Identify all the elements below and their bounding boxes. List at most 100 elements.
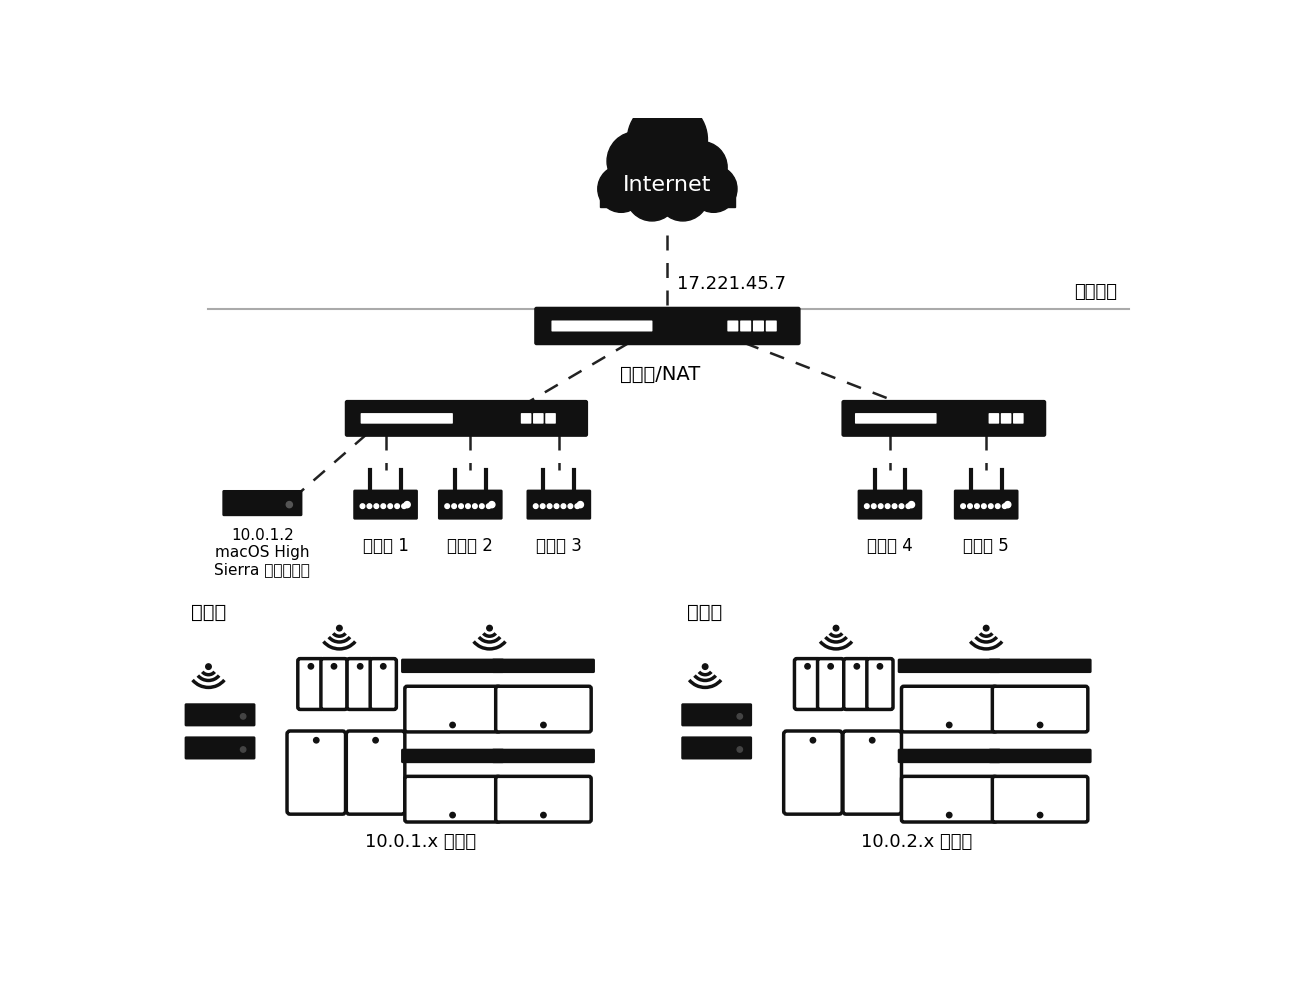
Circle shape bbox=[450, 722, 455, 728]
Circle shape bbox=[241, 713, 246, 719]
Circle shape bbox=[878, 504, 883, 509]
FancyBboxPatch shape bbox=[753, 321, 764, 332]
FancyBboxPatch shape bbox=[223, 490, 302, 517]
Circle shape bbox=[981, 504, 986, 509]
Circle shape bbox=[675, 142, 727, 193]
FancyBboxPatch shape bbox=[599, 180, 735, 208]
Circle shape bbox=[885, 504, 890, 509]
FancyBboxPatch shape bbox=[405, 776, 500, 822]
FancyBboxPatch shape bbox=[898, 658, 1001, 673]
FancyBboxPatch shape bbox=[533, 413, 543, 424]
Circle shape bbox=[336, 626, 343, 631]
FancyBboxPatch shape bbox=[347, 731, 405, 814]
FancyBboxPatch shape bbox=[354, 509, 417, 515]
FancyBboxPatch shape bbox=[993, 686, 1088, 732]
FancyBboxPatch shape bbox=[844, 658, 870, 709]
Circle shape bbox=[869, 738, 874, 743]
Circle shape bbox=[489, 502, 495, 508]
FancyBboxPatch shape bbox=[817, 658, 844, 709]
Circle shape bbox=[627, 99, 708, 180]
Circle shape bbox=[607, 132, 666, 191]
FancyBboxPatch shape bbox=[989, 658, 1092, 673]
Text: 用戶端: 用戶端 bbox=[688, 603, 723, 622]
Circle shape bbox=[946, 722, 952, 728]
FancyBboxPatch shape bbox=[551, 321, 653, 332]
FancyBboxPatch shape bbox=[534, 307, 800, 345]
FancyBboxPatch shape bbox=[298, 658, 324, 709]
FancyBboxPatch shape bbox=[495, 686, 592, 732]
FancyBboxPatch shape bbox=[1012, 413, 1024, 424]
FancyBboxPatch shape bbox=[439, 509, 502, 515]
Circle shape bbox=[480, 504, 485, 509]
Circle shape bbox=[633, 146, 701, 214]
Circle shape bbox=[486, 504, 491, 509]
FancyBboxPatch shape bbox=[855, 413, 937, 424]
Circle shape bbox=[702, 664, 708, 669]
FancyBboxPatch shape bbox=[493, 658, 595, 673]
Circle shape bbox=[541, 722, 546, 728]
Circle shape bbox=[946, 813, 952, 818]
Circle shape bbox=[357, 663, 362, 669]
FancyBboxPatch shape bbox=[898, 749, 1001, 764]
FancyBboxPatch shape bbox=[954, 490, 1019, 520]
Circle shape bbox=[388, 504, 392, 509]
Circle shape bbox=[367, 504, 371, 509]
Text: 用戶端: 用戶端 bbox=[190, 603, 225, 622]
Circle shape bbox=[893, 504, 896, 509]
FancyBboxPatch shape bbox=[405, 686, 500, 732]
Circle shape bbox=[627, 169, 678, 221]
Circle shape bbox=[374, 504, 379, 509]
Text: 連接點 5: 連接點 5 bbox=[963, 537, 1009, 555]
Circle shape bbox=[360, 504, 365, 509]
Circle shape bbox=[331, 663, 336, 669]
Text: 10.0.1.x 子網路: 10.0.1.x 子網路 bbox=[365, 832, 476, 851]
FancyBboxPatch shape bbox=[727, 321, 739, 332]
Circle shape bbox=[309, 663, 314, 669]
Circle shape bbox=[1037, 813, 1042, 818]
FancyBboxPatch shape bbox=[321, 658, 347, 709]
Circle shape bbox=[1005, 502, 1011, 508]
FancyBboxPatch shape bbox=[766, 321, 777, 332]
Circle shape bbox=[206, 664, 211, 669]
FancyBboxPatch shape bbox=[361, 413, 453, 424]
Circle shape bbox=[404, 502, 410, 508]
FancyBboxPatch shape bbox=[185, 704, 255, 726]
Circle shape bbox=[691, 165, 737, 213]
Circle shape bbox=[975, 504, 980, 509]
Circle shape bbox=[465, 504, 470, 509]
Circle shape bbox=[562, 504, 566, 509]
Circle shape bbox=[554, 504, 559, 509]
Circle shape bbox=[989, 504, 993, 509]
Text: Internet: Internet bbox=[623, 175, 711, 195]
Circle shape bbox=[452, 504, 456, 509]
Circle shape bbox=[314, 738, 319, 743]
Circle shape bbox=[1037, 722, 1042, 728]
Text: 連接點 2: 連接點 2 bbox=[447, 537, 494, 555]
Text: 10.0.1.2
macOS High
Sierra 或以上版本: 10.0.1.2 macOS High Sierra 或以上版本 bbox=[215, 527, 310, 578]
Circle shape bbox=[864, 504, 869, 509]
Circle shape bbox=[657, 169, 709, 221]
FancyBboxPatch shape bbox=[843, 731, 902, 814]
FancyBboxPatch shape bbox=[493, 749, 595, 764]
Circle shape bbox=[877, 663, 882, 669]
FancyBboxPatch shape bbox=[545, 413, 556, 424]
FancyBboxPatch shape bbox=[401, 658, 504, 673]
Circle shape bbox=[908, 502, 915, 508]
FancyBboxPatch shape bbox=[345, 400, 588, 437]
FancyBboxPatch shape bbox=[989, 749, 1092, 764]
Text: 路由器/NAT: 路由器/NAT bbox=[620, 364, 700, 384]
Text: 連接點 4: 連接點 4 bbox=[866, 537, 913, 555]
Circle shape bbox=[395, 504, 400, 509]
Text: 17.221.45.7: 17.221.45.7 bbox=[676, 275, 786, 292]
Circle shape bbox=[541, 504, 545, 509]
FancyBboxPatch shape bbox=[528, 509, 590, 515]
FancyBboxPatch shape bbox=[185, 736, 255, 760]
FancyBboxPatch shape bbox=[401, 749, 504, 764]
FancyBboxPatch shape bbox=[740, 321, 751, 332]
Circle shape bbox=[737, 747, 743, 752]
Circle shape bbox=[577, 502, 584, 508]
Circle shape bbox=[984, 626, 989, 631]
Circle shape bbox=[533, 504, 538, 509]
FancyBboxPatch shape bbox=[859, 509, 921, 515]
Circle shape bbox=[541, 813, 546, 818]
